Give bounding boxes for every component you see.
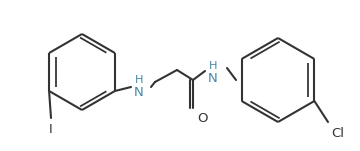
Text: N: N xyxy=(208,72,218,85)
Text: Cl: Cl xyxy=(331,127,344,140)
Text: H: H xyxy=(209,61,217,71)
Text: I: I xyxy=(49,123,53,136)
Text: N: N xyxy=(134,85,144,98)
Text: H: H xyxy=(135,75,143,85)
Text: O: O xyxy=(197,112,207,125)
